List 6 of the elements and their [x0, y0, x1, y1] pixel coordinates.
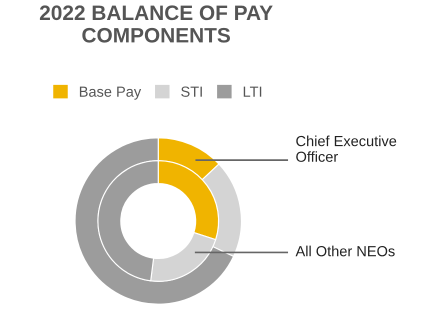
legend-label: Base Pay — [80, 86, 142, 100]
legend-label: LTI — [244, 86, 262, 97]
slice-label: All Other NEOs — [296, 246, 395, 256]
chart-title: 2022 BALANCE OF PAY COMPONENTS — [40, 5, 273, 43]
legend-label: STI — [181, 86, 202, 97]
slice-label: Chief Executive Officer — [296, 136, 396, 162]
